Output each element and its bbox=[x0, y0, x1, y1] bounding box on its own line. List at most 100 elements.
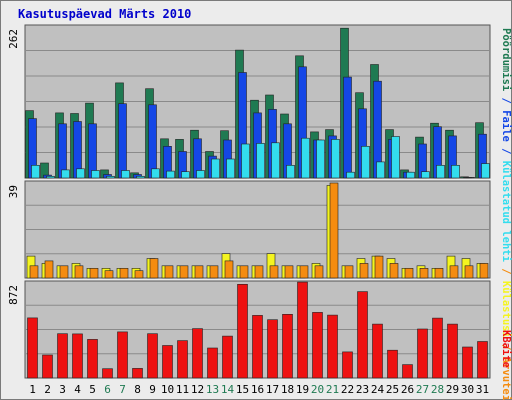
legend-label: / bbox=[500, 262, 512, 281]
bar-middle-s1-day8 bbox=[134, 270, 144, 279]
bar-middle-s1-day15 bbox=[239, 265, 249, 279]
bar-top-s2-day27 bbox=[421, 171, 430, 179]
bar-top-s2-day24 bbox=[376, 161, 385, 179]
x-tick-label: 3 bbox=[59, 383, 66, 396]
bar-bottom-s0-day4 bbox=[72, 333, 83, 379]
bar-middle-s1-day13 bbox=[209, 265, 219, 279]
x-tick-label: 1 bbox=[29, 383, 36, 396]
bar-top-s2-day8 bbox=[136, 176, 145, 179]
bar-middle-s1-day29 bbox=[449, 265, 459, 279]
bar-middle-s1-day20 bbox=[314, 265, 324, 279]
bar-top-s2-day25 bbox=[391, 136, 400, 179]
bar-top-s2-day2 bbox=[46, 176, 55, 179]
bar-bottom-s0-day9 bbox=[147, 333, 158, 379]
panel-top: 262 bbox=[7, 24, 491, 179]
bar-top-s2-day17 bbox=[271, 142, 280, 179]
bar-top-s2-day30 bbox=[466, 177, 475, 179]
legend-label: / bbox=[500, 338, 512, 357]
bar-middle-s1-day12 bbox=[194, 265, 204, 279]
bar-bottom-s0-day28 bbox=[432, 317, 443, 379]
x-tick-label: 5 bbox=[89, 383, 96, 396]
x-tick-label: 14 bbox=[221, 383, 235, 396]
bar-bottom-s0-day2 bbox=[42, 354, 53, 379]
bar-top-s2-day21 bbox=[331, 139, 340, 179]
x-tick-label: 23 bbox=[356, 383, 369, 396]
bar-middle-s1-day3 bbox=[59, 265, 69, 279]
bar-middle-s1-day2 bbox=[44, 260, 54, 279]
bar-top-s2-day29 bbox=[451, 165, 460, 179]
legend-label: / bbox=[500, 142, 512, 161]
x-tick-label: 31 bbox=[476, 383, 489, 396]
bar-top-s2-day4 bbox=[76, 168, 85, 179]
bar-bottom-s0-day23 bbox=[357, 291, 368, 379]
x-tick-label: 21 bbox=[326, 383, 339, 396]
legend-label: Külastatud lehti bbox=[500, 161, 512, 262]
bar-top-s2-day20 bbox=[316, 139, 325, 179]
bar-bottom-s0-day21 bbox=[327, 314, 338, 379]
bar-top-s2-day3 bbox=[61, 169, 70, 179]
bar-bottom-s0-day3 bbox=[57, 333, 68, 379]
bar-middle-s1-day10 bbox=[164, 265, 174, 279]
bar-bottom-s0-day15 bbox=[237, 283, 248, 379]
bar-top-s2-day6 bbox=[106, 176, 115, 179]
legend-label: Pöördumisi bbox=[500, 28, 512, 91]
panel-middle: 39 bbox=[7, 180, 491, 279]
bar-bottom-s0-day12 bbox=[192, 328, 203, 379]
bar-top-s2-day1 bbox=[31, 165, 40, 179]
bar-middle-s1-day9 bbox=[149, 258, 159, 279]
bar-top-s2-day15 bbox=[241, 143, 250, 179]
bar-top-s2-day14 bbox=[226, 158, 235, 179]
right-legend-upper: Pöördumisi / Faile / Külastatud lehti / … bbox=[500, 28, 512, 400]
bar-top-s2-day23 bbox=[361, 146, 370, 179]
x-tick-label: 7 bbox=[119, 383, 126, 396]
bar-bottom-s0-day10 bbox=[162, 345, 173, 379]
bar-bottom-s0-day25 bbox=[387, 349, 398, 379]
x-tick-label: 6 bbox=[104, 383, 111, 396]
bar-top-s2-day16 bbox=[256, 143, 265, 179]
x-tick-label: 27 bbox=[416, 383, 429, 396]
bar-top-s2-day13 bbox=[211, 158, 220, 179]
bar-top-s2-day19 bbox=[301, 137, 310, 179]
x-tick-label: 22 bbox=[341, 383, 354, 396]
bar-bottom-s0-day8 bbox=[132, 368, 143, 379]
bar-middle-s1-day25 bbox=[389, 263, 399, 279]
bar-middle-s1-day6 bbox=[104, 270, 114, 279]
bar-bottom-s0-day1 bbox=[27, 317, 38, 379]
bar-middle-s1-day31 bbox=[479, 263, 489, 279]
bar-bottom-s0-day17 bbox=[267, 319, 278, 379]
bar-middle-s1-day22 bbox=[344, 265, 354, 279]
bar-top-s2-day10 bbox=[166, 170, 175, 179]
bar-middle-s1-day16 bbox=[254, 265, 264, 279]
x-tick-label: 29 bbox=[446, 383, 459, 396]
bar-top-s1-day9 bbox=[148, 104, 157, 179]
bar-bottom-s0-day19 bbox=[297, 281, 308, 379]
bar-middle-s1-day18 bbox=[284, 265, 294, 279]
bar-top-s2-day28 bbox=[436, 165, 445, 179]
x-tick-label: 11 bbox=[176, 383, 189, 396]
y-max-label-middle: 39 bbox=[7, 185, 20, 198]
x-tick-label: 19 bbox=[296, 383, 309, 396]
bar-middle-s1-day14 bbox=[224, 260, 234, 279]
bar-top-s2-day26 bbox=[406, 171, 415, 179]
x-tick-label: 28 bbox=[431, 383, 444, 396]
bar-top-s2-day9 bbox=[151, 168, 160, 179]
x-tick-label: 4 bbox=[74, 383, 81, 396]
bar-bottom-s0-day5 bbox=[87, 339, 98, 379]
bar-top-s2-day5 bbox=[91, 170, 100, 179]
x-tick-label: 18 bbox=[281, 383, 294, 396]
bar-top-s2-day22 bbox=[346, 171, 355, 179]
x-tick-label: 30 bbox=[461, 383, 474, 396]
right-legend-kbaite: KBaite bbox=[500, 330, 512, 368]
bar-middle-s1-day5 bbox=[89, 267, 99, 279]
bar-top-s1-day22 bbox=[343, 76, 352, 179]
bar-middle-s1-day19 bbox=[299, 265, 309, 279]
bar-top-s2-day18 bbox=[286, 165, 295, 179]
bar-middle-s1-day27 bbox=[419, 267, 429, 279]
bar-bottom-s0-day24 bbox=[372, 323, 383, 379]
legend-label: Arvuteid bbox=[500, 357, 512, 400]
bar-middle-s1-day24 bbox=[374, 255, 384, 279]
bar-bottom-s0-day18 bbox=[282, 313, 293, 379]
bar-bottom-s0-day29 bbox=[447, 323, 458, 379]
x-tick-label: 17 bbox=[266, 383, 279, 396]
bar-bottom-s0-day14 bbox=[222, 335, 233, 379]
